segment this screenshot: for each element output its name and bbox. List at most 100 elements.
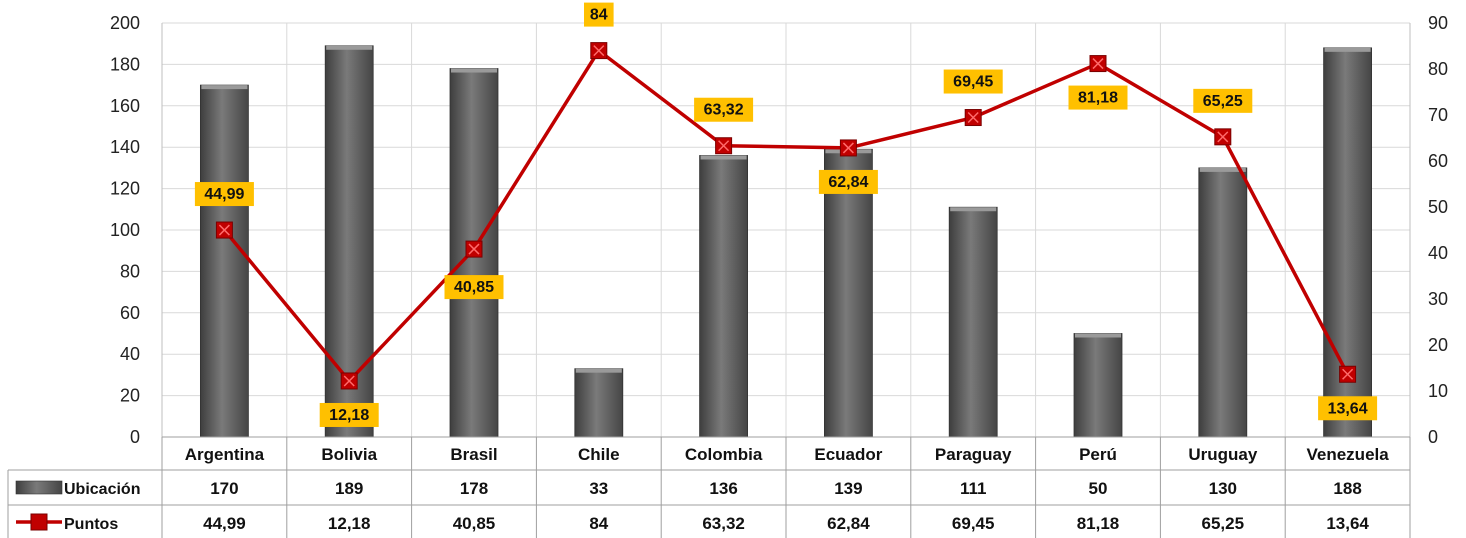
data-label-box — [943, 69, 1003, 94]
bar-top-highlight — [451, 68, 497, 73]
table-cell: 13,64 — [1326, 514, 1369, 533]
table-cell: 139 — [834, 479, 862, 498]
line-marker-x — [593, 45, 605, 57]
right-axis-tick-label: 70 — [1428, 105, 1448, 125]
data-label: 12,18 — [329, 407, 369, 424]
table-cell: 44,99 — [203, 514, 246, 533]
bar — [324, 45, 374, 438]
left-axis-tick-label: 100 — [110, 220, 140, 240]
data-label: 81,18 — [1078, 90, 1118, 107]
left-axis-tick-label: 80 — [120, 261, 140, 281]
bar-top-highlight — [1075, 333, 1121, 338]
data-label: 84 — [590, 7, 608, 24]
right-axis-tick-label: 90 — [1428, 13, 1448, 33]
line-marker-x — [1217, 131, 1229, 143]
data-label: 62,84 — [828, 174, 868, 191]
right-axis-tick-label: 50 — [1428, 197, 1448, 217]
table-cell: 170 — [210, 479, 238, 498]
data-label: 69,45 — [953, 74, 993, 91]
category-label: Chile — [578, 445, 620, 464]
line-marker-x — [468, 243, 480, 255]
left-axis-tick-label: 180 — [110, 54, 140, 74]
right-axis-tick-label: 80 — [1428, 59, 1448, 79]
legend-label-puntos: Puntos — [64, 516, 118, 533]
right-axis-tick-label: 10 — [1428, 381, 1448, 401]
data-label-box — [818, 169, 878, 194]
data-label: 65,25 — [1203, 93, 1243, 110]
category-label: Colombia — [685, 445, 763, 464]
bar — [574, 368, 624, 438]
category-label: Uruguay — [1188, 445, 1258, 464]
line-marker-x — [842, 142, 854, 154]
axes: 0 20 40 60 80 100 120 140 160 180 200 0 10 20 30 40 50 60… — [110, 13, 1448, 447]
data-label-box — [1193, 88, 1253, 113]
legend-line-marker — [30, 513, 48, 531]
right-axis-tick-label: 20 — [1428, 335, 1448, 355]
bar — [1198, 167, 1248, 438]
data-label-box — [694, 97, 754, 122]
bar-top-highlight — [575, 368, 622, 373]
table-cell: 65,25 — [1202, 514, 1245, 533]
line-marker-x — [1342, 368, 1354, 380]
left-axis-tick-label: 40 — [120, 344, 140, 364]
left-axis-tick-label: 0 — [130, 427, 140, 447]
table-cell: 33 — [589, 479, 608, 498]
right-axis-tick-label: 40 — [1428, 243, 1448, 263]
data-label: 63,32 — [704, 102, 744, 119]
table-cell: 111 — [960, 479, 987, 498]
table-cell: 69,45 — [952, 514, 995, 533]
table-cell: 50 — [1089, 479, 1108, 498]
left-axis-tick-label: 140 — [110, 137, 140, 157]
bar-top-highlight — [326, 45, 373, 50]
puntos-line — [223, 48, 1350, 383]
right-axis-tick-label: 60 — [1428, 151, 1448, 171]
category-label: Argentina — [185, 445, 265, 464]
data-labels: 44,99 12,18 40,85 84 63,32 62,84 69,45 81,18 65,… — [194, 2, 1378, 427]
right-axis-tick-label: 30 — [1428, 289, 1448, 309]
bar-top-highlight — [700, 155, 747, 160]
left-axis-tick-label: 120 — [110, 179, 140, 199]
table-cell: 81,18 — [1077, 514, 1120, 533]
line-marker-x — [1092, 58, 1104, 70]
category-label: Brasil — [450, 445, 497, 464]
line-marker-x — [718, 140, 730, 152]
table-cell: 63,32 — [702, 514, 745, 533]
data-label: 44,99 — [204, 186, 244, 203]
data-label-box — [1068, 85, 1128, 110]
category-label: Paraguay — [935, 445, 1012, 464]
left-axis-tick-label: 20 — [120, 386, 140, 406]
left-axis-tick-label: 200 — [110, 13, 140, 33]
table-cell: 189 — [335, 479, 363, 498]
left-axis-tick-label: 160 — [110, 96, 140, 116]
line-marker-x — [343, 375, 355, 387]
table-cell: 40,85 — [453, 514, 496, 533]
table-cell: 136 — [709, 479, 737, 498]
table-cell: 188 — [1333, 479, 1361, 498]
data-label: 40,85 — [454, 279, 494, 296]
table-cell: 130 — [1209, 479, 1237, 498]
line-marker-x — [218, 224, 230, 236]
data-label: 13,64 — [1328, 400, 1368, 417]
data-label-box — [194, 182, 254, 207]
legend-label-ubicacion: Ubicación — [64, 481, 140, 498]
table-cell: 62,84 — [827, 514, 870, 533]
data-label-box — [319, 402, 379, 427]
bar — [199, 84, 249, 438]
line-marker-x — [967, 111, 979, 124]
bar-series-ubicacion — [199, 45, 1372, 438]
bar — [948, 206, 998, 438]
data-table: Argentina Bolivia Brasil Chile Colombia Ecuad… — [7, 436, 1411, 538]
category-label: Bolivia — [321, 445, 377, 464]
data-label-box — [1318, 396, 1378, 421]
table-cell: 12,18 — [328, 514, 371, 533]
bar-top-highlight — [950, 207, 997, 212]
bar-top-highlight — [1324, 47, 1371, 52]
category-label: Ecuador — [814, 445, 882, 464]
table-cell: 84 — [589, 514, 608, 533]
category-label: Perú — [1079, 445, 1117, 464]
right-axis-tick-label: 0 — [1428, 427, 1438, 447]
bar — [699, 155, 748, 438]
left-axis-tick-label: 60 — [120, 303, 140, 323]
category-label: Venezuela — [1306, 445, 1389, 464]
